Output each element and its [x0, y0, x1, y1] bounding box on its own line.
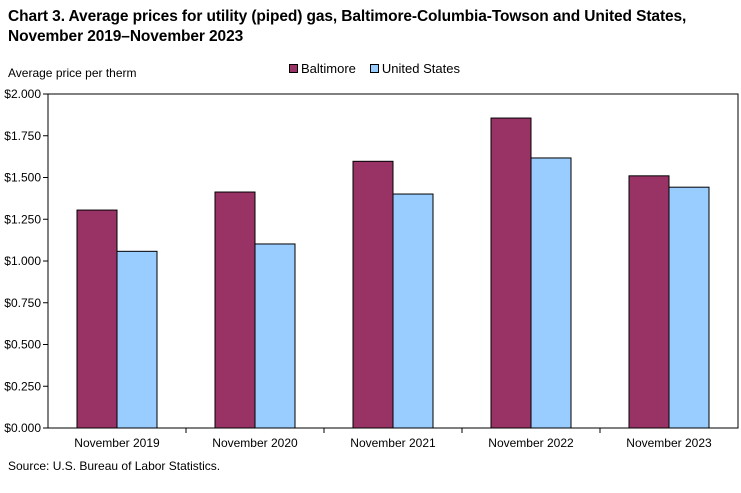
legend-swatch-united-states — [369, 64, 379, 73]
bar-baltimore — [214, 191, 256, 429]
chart-title-line-1: Chart 3. Average prices for utility (pip… — [8, 8, 687, 25]
y-tick-label: $0.500 — [4, 338, 41, 352]
bar-baltimore — [490, 117, 532, 429]
x-tick-label: November 2021 — [350, 436, 436, 450]
y-tick-label: $1.000 — [4, 254, 41, 268]
y-tick-label: $0.750 — [4, 296, 41, 310]
chart-title-line-2: November 2019–November 2023 — [8, 28, 244, 45]
source-note: Source: U.S. Bureau of Labor Statistics. — [8, 459, 221, 473]
legend-item-united-states: United States — [369, 61, 460, 76]
bar-baltimore — [76, 209, 118, 429]
bar-united-states — [116, 250, 158, 429]
bar-baltimore — [352, 160, 394, 429]
bar-united-states — [668, 186, 710, 429]
legend-item-baltimore: Baltimore — [289, 61, 356, 76]
bar-united-states — [254, 243, 296, 429]
legend: Baltimore United States — [289, 61, 474, 76]
bar-united-states — [392, 193, 434, 429]
x-tick-label: November 2020 — [212, 436, 298, 450]
x-tick-label: November 2022 — [488, 436, 574, 450]
legend-label-baltimore: Baltimore — [301, 61, 356, 76]
chart-title: Chart 3. Average prices for utility (pip… — [8, 7, 686, 47]
y-tick-label: $0.250 — [4, 379, 41, 393]
bar-baltimore — [628, 175, 670, 429]
y-tick-label: $2.000 — [4, 87, 41, 101]
bar-united-states — [530, 157, 572, 429]
y-tick-label: $1.750 — [4, 129, 41, 143]
legend-swatch-baltimore — [289, 64, 298, 73]
y-axis-label: Average price per therm — [8, 66, 137, 80]
legend-label-united-states: United States — [381, 61, 460, 76]
y-tick-label: $1.250 — [4, 212, 41, 226]
y-tick-label: $1.500 — [4, 171, 41, 185]
y-tick-label: $0.000 — [4, 421, 41, 435]
x-tick-label: November 2019 — [74, 436, 160, 450]
x-tick-label: November 2023 — [626, 436, 712, 450]
